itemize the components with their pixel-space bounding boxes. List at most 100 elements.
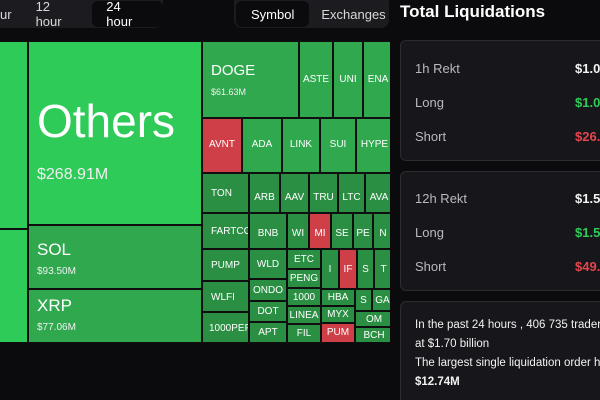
- tile-s2[interactable]: S: [355, 289, 372, 311]
- tile-name: ENA: [367, 74, 389, 85]
- tile-pe[interactable]: PE: [353, 213, 373, 249]
- tile-doge[interactable]: DOGE $61.63M: [202, 41, 299, 118]
- panel-title: Total Liquidations: [400, 2, 546, 21]
- tile-name: ONDO: [253, 285, 283, 296]
- tab-symbol[interactable]: Symbol: [236, 1, 310, 27]
- tile-n[interactable]: N: [373, 213, 390, 249]
- tile-wi[interactable]: WI: [287, 213, 309, 249]
- short-label: Short: [415, 259, 447, 274]
- tile-i[interactable]: I: [321, 249, 339, 289]
- tile-name: BCH: [363, 330, 385, 341]
- rekt-1h-total: $1.0: [575, 61, 600, 76]
- tile-uni[interactable]: UNI: [333, 41, 363, 118]
- tile-name: TON: [211, 188, 232, 199]
- long-label: Long: [415, 95, 444, 110]
- tile-bch[interactable]: BCH: [355, 327, 390, 343]
- tile-if[interactable]: IF: [339, 249, 357, 289]
- tile-name: PENG: [289, 273, 319, 284]
- tile-others[interactable]: Others $268.91M: [28, 41, 202, 225]
- tile-name: PUM: [326, 327, 350, 338]
- tile-eth[interactable]: [0, 229, 28, 343]
- tile-wlfi[interactable]: WLFI: [202, 281, 249, 312]
- tile-1000pepe[interactable]: 1000PEP: [202, 312, 249, 343]
- tile-name: XRP: [37, 296, 72, 315]
- tile-aste[interactable]: ASTE: [299, 41, 333, 118]
- tile-aav[interactable]: AAV: [280, 173, 309, 213]
- tile-name: N: [379, 228, 387, 239]
- tile-name: 1000: [292, 292, 316, 303]
- tile-name: DOT: [257, 306, 279, 317]
- tile-myx[interactable]: MYX: [321, 306, 355, 323]
- tile-name: 1000PEP: [209, 323, 248, 334]
- time-range-tabs: ur 12 hour 24 hour: [0, 0, 163, 29]
- long-label: Long: [415, 225, 444, 240]
- tile-name: AAV: [284, 192, 305, 203]
- tile-fil[interactable]: FIL: [287, 324, 321, 343]
- view-mode-tabs: Symbol Exchanges: [234, 0, 389, 28]
- tile-ondo[interactable]: ONDO: [249, 279, 287, 301]
- tile-name: FIL: [296, 328, 312, 339]
- tile-link[interactable]: LINK: [282, 118, 320, 173]
- tile-name: BNB: [257, 228, 279, 239]
- tile-linea[interactable]: LINEA: [287, 306, 321, 324]
- tile-tru[interactable]: TRU: [309, 173, 338, 213]
- tile-btc[interactable]: [0, 41, 28, 229]
- tile-bnb[interactable]: BNB: [249, 213, 287, 249]
- tile-om[interactable]: OM: [355, 311, 390, 327]
- tile-name: S: [360, 295, 367, 306]
- tile-se[interactable]: SE: [331, 213, 353, 249]
- tile-name: I: [328, 264, 332, 275]
- tab-exchanges[interactable]: Exchanges: [321, 6, 386, 22]
- tile-pump[interactable]: PUMP: [202, 249, 249, 281]
- tile-ena[interactable]: ENA: [363, 41, 390, 118]
- tile-ton[interactable]: TON: [202, 173, 249, 213]
- rekt-1h-long-row: Long $1.0: [415, 95, 600, 115]
- tile-name: FARTCO: [211, 226, 248, 237]
- rekt-12h-label: 12h Rekt: [415, 191, 468, 206]
- tile-hba[interactable]: HBA: [321, 289, 355, 306]
- tab-12-hour[interactable]: 12 hour: [35, 0, 62, 29]
- tile-sui[interactable]: SUI: [320, 118, 356, 173]
- tile-name: GA: [375, 295, 390, 306]
- tile-name: Others: [37, 95, 176, 147]
- tab-1-hour[interactable]: ur: [0, 6, 12, 22]
- tile-pum[interactable]: PUM: [321, 323, 355, 343]
- tile-s[interactable]: S: [357, 249, 374, 289]
- rekt-12h-short-value: $49.6: [575, 259, 600, 274]
- summary-line-1: In the past 24 hours , 406 735 traders: [415, 319, 600, 331]
- tile-name: PUMP: [211, 260, 240, 271]
- tile-t[interactable]: T: [374, 249, 390, 289]
- tile-hype[interactable]: HYPE: [356, 118, 390, 173]
- rekt-1h-total-row: 1h Rekt $1.0: [415, 61, 600, 81]
- tab-24-hour[interactable]: 24 hour: [92, 0, 163, 29]
- tile-name: MI: [314, 228, 326, 239]
- tile-name: LINK: [289, 139, 313, 150]
- tile-mi[interactable]: MI: [309, 213, 331, 249]
- tile-ava[interactable]: AVA: [365, 173, 390, 213]
- tile-name: HYPE: [360, 139, 389, 150]
- tile-avnt[interactable]: AVNT: [202, 118, 242, 173]
- tile-name: DOGE: [211, 62, 256, 79]
- tile-name: ASTE: [302, 74, 330, 85]
- rekt-12h-total: $1.5: [575, 191, 600, 206]
- tile-ada[interactable]: ADA: [242, 118, 282, 173]
- rekt-12h-long-row: Long $1.5: [415, 225, 600, 245]
- rekt-1h-long-value: $1.0: [575, 95, 600, 110]
- tile-xrp[interactable]: XRP $77.06M: [28, 289, 202, 343]
- tile-sol[interactable]: SOL $93.50M: [28, 225, 202, 289]
- tile-etc[interactable]: ETC: [287, 249, 321, 269]
- rekt-1h-short-value: $26.2: [575, 129, 600, 144]
- tile-name: WI: [291, 228, 305, 239]
- tile-ga[interactable]: GA: [372, 289, 390, 311]
- tile-apt[interactable]: APT: [249, 322, 287, 343]
- tile-name: LTC: [342, 192, 361, 203]
- tile-1000[interactable]: 1000: [287, 288, 321, 306]
- tile-dot[interactable]: DOT: [249, 301, 287, 322]
- tile-wld[interactable]: WLD: [249, 249, 287, 279]
- tile-fartco[interactable]: FARTCO: [202, 213, 249, 249]
- tile-peng[interactable]: PENG: [287, 269, 321, 288]
- tile-ltc[interactable]: LTC: [338, 173, 365, 213]
- tile-value: $93.50M: [37, 266, 76, 277]
- tile-arb[interactable]: ARB: [249, 173, 280, 213]
- tile-value: $77.06M: [37, 322, 76, 333]
